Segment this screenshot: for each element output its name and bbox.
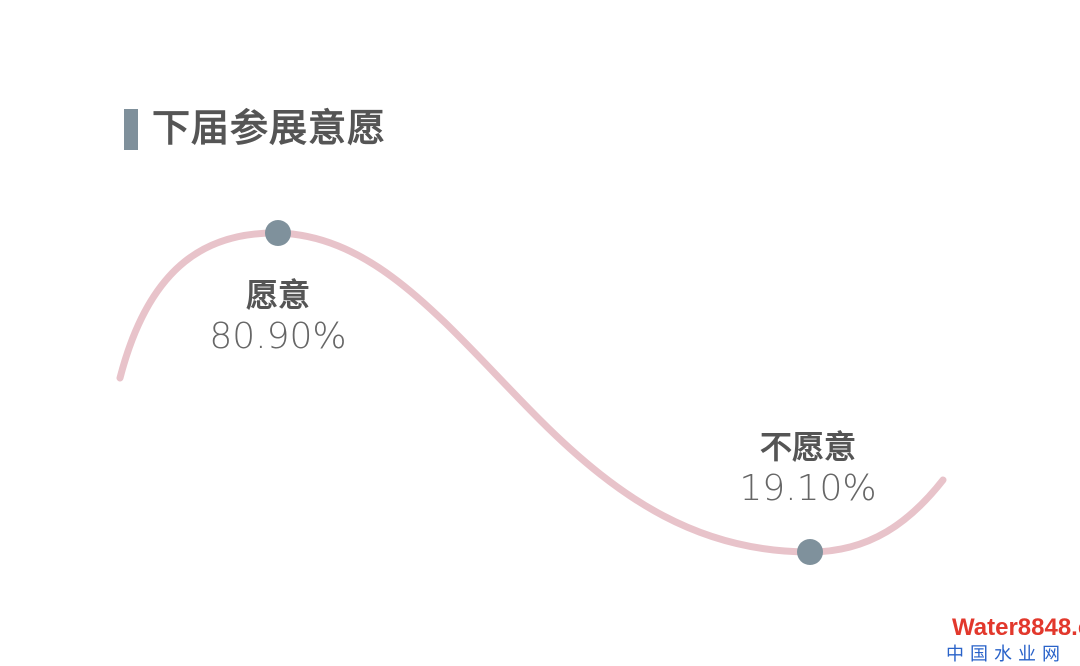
title-accent-bar [124, 109, 138, 150]
point-label: 愿意 [245, 276, 310, 314]
marker-unwilling [797, 539, 823, 565]
point-value: 19.10% [739, 468, 877, 509]
wave-curve [116, 229, 947, 556]
point-value: 80.90% [209, 316, 347, 357]
watermark-line2: 中国水业网 [946, 644, 1066, 664]
point-label: 不愿意 [759, 428, 856, 466]
point-willing: 愿意 80.90% [188, 270, 368, 357]
marker-willing [265, 220, 291, 246]
watermark-logo: Water8848.com 中国水业网 [938, 614, 1080, 666]
point-unwilling: 不愿意 19.10% [708, 422, 908, 509]
watermark-line1: Water8848.com [952, 614, 1080, 641]
page-title: 下届参展意愿 [152, 106, 387, 150]
